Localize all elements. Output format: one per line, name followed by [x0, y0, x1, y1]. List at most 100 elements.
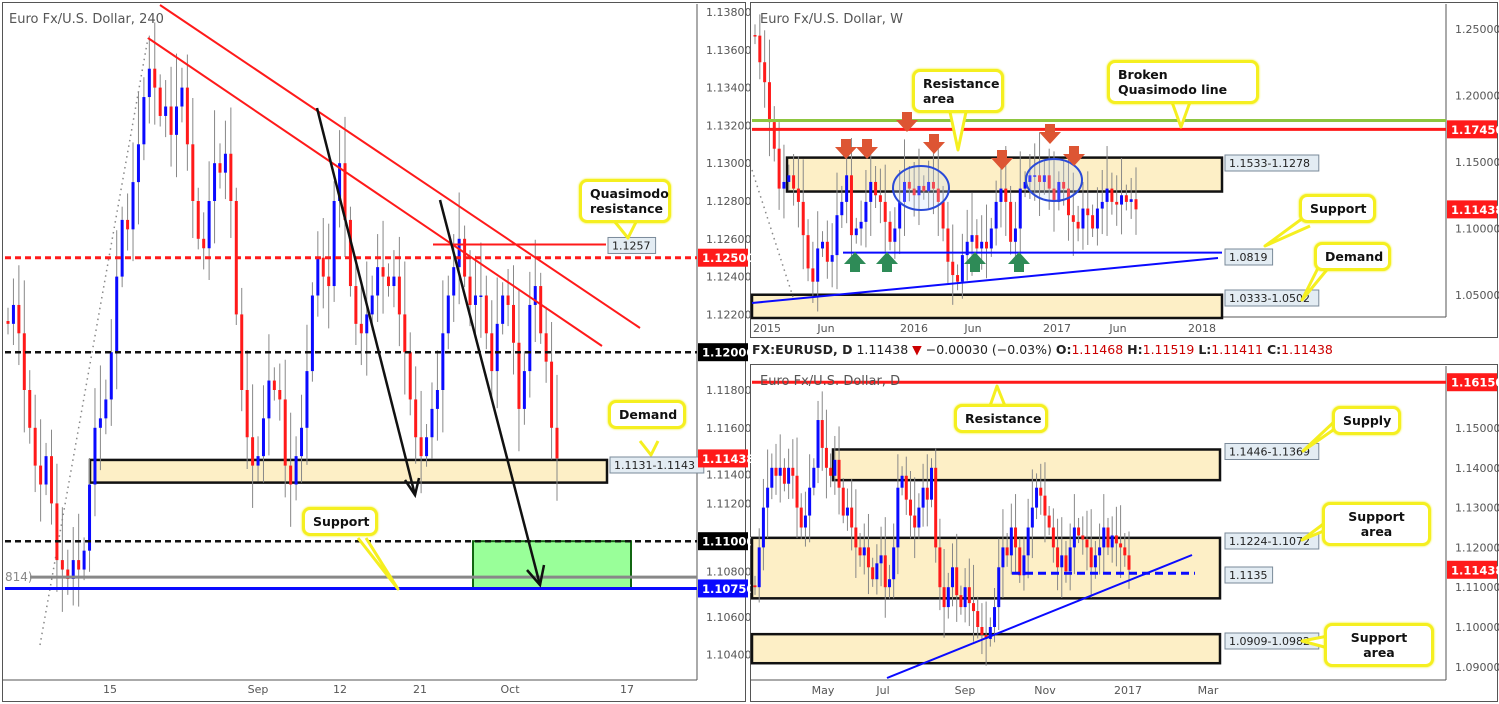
candle-body	[801, 201, 805, 236]
supply-zone	[831, 448, 1222, 482]
bubble-support-weekly: Support	[1299, 194, 1376, 223]
candle-body	[956, 275, 960, 282]
supply-zone-label: 1.1446-1.1369	[1229, 445, 1310, 458]
projection-arrow-2	[438, 199, 542, 586]
candle-body	[997, 567, 1001, 608]
price-tick-label: 1.15000	[1455, 422, 1499, 435]
candle-body	[753, 585, 757, 588]
candle-body	[1129, 199, 1133, 202]
demand-price-label: 1.1131-1.1143	[614, 459, 695, 472]
candle-body	[300, 427, 304, 457]
candle-body	[845, 175, 849, 202]
candle-body	[430, 408, 434, 438]
candle-body	[908, 499, 912, 516]
candle-body	[164, 106, 168, 116]
time-tick-label: Jun	[1108, 322, 1126, 335]
candle-body	[903, 181, 907, 202]
candle-body	[316, 257, 320, 296]
price-tick-label: 1.25000	[1455, 23, 1499, 36]
candle-body	[869, 181, 873, 202]
projection-arrow-1	[315, 107, 417, 496]
candle-body	[967, 587, 971, 604]
down-arrow-icon	[923, 134, 945, 154]
candle-body	[934, 467, 938, 548]
candle-body	[1114, 535, 1118, 544]
candle-body	[376, 267, 380, 296]
candle-body	[840, 201, 844, 216]
candle-body	[550, 361, 554, 428]
axis-price-label: 1.11000	[702, 535, 754, 549]
candle-body	[812, 467, 816, 488]
quasimodo-price-label: 1.1257	[612, 239, 651, 252]
candle-body	[833, 459, 837, 476]
support-area-1-label: 1.1224-1.1072	[1229, 535, 1310, 548]
supply-zone-label-bg	[1224, 442, 1320, 460]
candle-body	[1038, 175, 1042, 182]
candle-body	[392, 276, 396, 287]
price-tick-label: 1.13000	[1455, 502, 1499, 515]
candle-body	[942, 587, 946, 608]
demand-zone-weekly	[750, 293, 1224, 320]
candle-body	[522, 371, 526, 409]
candle-body	[343, 163, 347, 220]
candle-body	[1056, 547, 1060, 568]
candle-body	[864, 201, 868, 222]
candle-body	[927, 181, 931, 192]
candle-body	[963, 587, 967, 608]
candle-body	[17, 304, 21, 334]
partial-level-label: 814)	[5, 570, 33, 584]
down-arrow-icon	[896, 112, 918, 132]
bubble-resistance-area: Resistance area	[912, 69, 1004, 113]
bubble-pointer	[356, 537, 400, 591]
candle-body	[1062, 181, 1066, 189]
fib-dotted-line	[751, 169, 794, 298]
candle-body	[951, 567, 955, 588]
bubble-supply-daily: Supply	[1332, 406, 1401, 435]
candle-body	[397, 276, 401, 315]
candle-body	[1033, 175, 1037, 177]
price-tick-label: 1.13400	[706, 82, 752, 95]
candle-body	[878, 195, 882, 202]
candle-body	[871, 567, 875, 580]
candle-body	[1018, 188, 1022, 229]
candle-body	[859, 221, 863, 229]
candle-body	[272, 380, 276, 390]
downtrend-line-lower	[147, 37, 603, 347]
last-price: 1.11438	[856, 342, 909, 357]
price-tick-label: 1.12400	[706, 271, 752, 284]
candle-body	[1081, 208, 1085, 229]
price-tick-label: 1.05000	[1455, 289, 1499, 302]
price-tick-label: 1.15000	[1455, 156, 1499, 169]
time-tick-label: 2016	[900, 322, 928, 335]
candle-body	[1009, 527, 1013, 556]
candle-body	[825, 241, 829, 262]
price-tick-label: 1.13800	[706, 6, 752, 19]
candle-body	[1068, 547, 1072, 572]
candle-body	[539, 286, 543, 334]
candle-body	[1023, 181, 1027, 189]
candle-body	[854, 228, 858, 236]
candle-body	[778, 467, 782, 476]
support-level-label: 1.0819	[1229, 251, 1268, 264]
candle-body	[929, 467, 933, 500]
candle-body	[757, 547, 761, 588]
axis-price-label-bg	[1447, 200, 1497, 219]
close-label: C:	[1266, 342, 1282, 357]
candle-body	[327, 276, 331, 287]
candle-body	[1124, 195, 1128, 202]
candle-body	[104, 399, 108, 419]
down-arrow-icon	[1063, 146, 1085, 166]
candle-body	[294, 456, 298, 485]
candle-body	[1089, 547, 1093, 568]
candle-body	[806, 235, 810, 269]
bubble-pointer	[1300, 634, 1329, 650]
candle-body	[1100, 201, 1104, 209]
candle-body	[1004, 188, 1008, 202]
price-tick-label: 1.13600	[706, 44, 752, 57]
candle-body	[841, 487, 845, 516]
candle-body	[975, 235, 979, 249]
candle-body	[879, 555, 883, 564]
candle-body	[774, 467, 778, 476]
level-1135-label-bg	[1224, 566, 1274, 584]
candle-body	[761, 507, 765, 548]
